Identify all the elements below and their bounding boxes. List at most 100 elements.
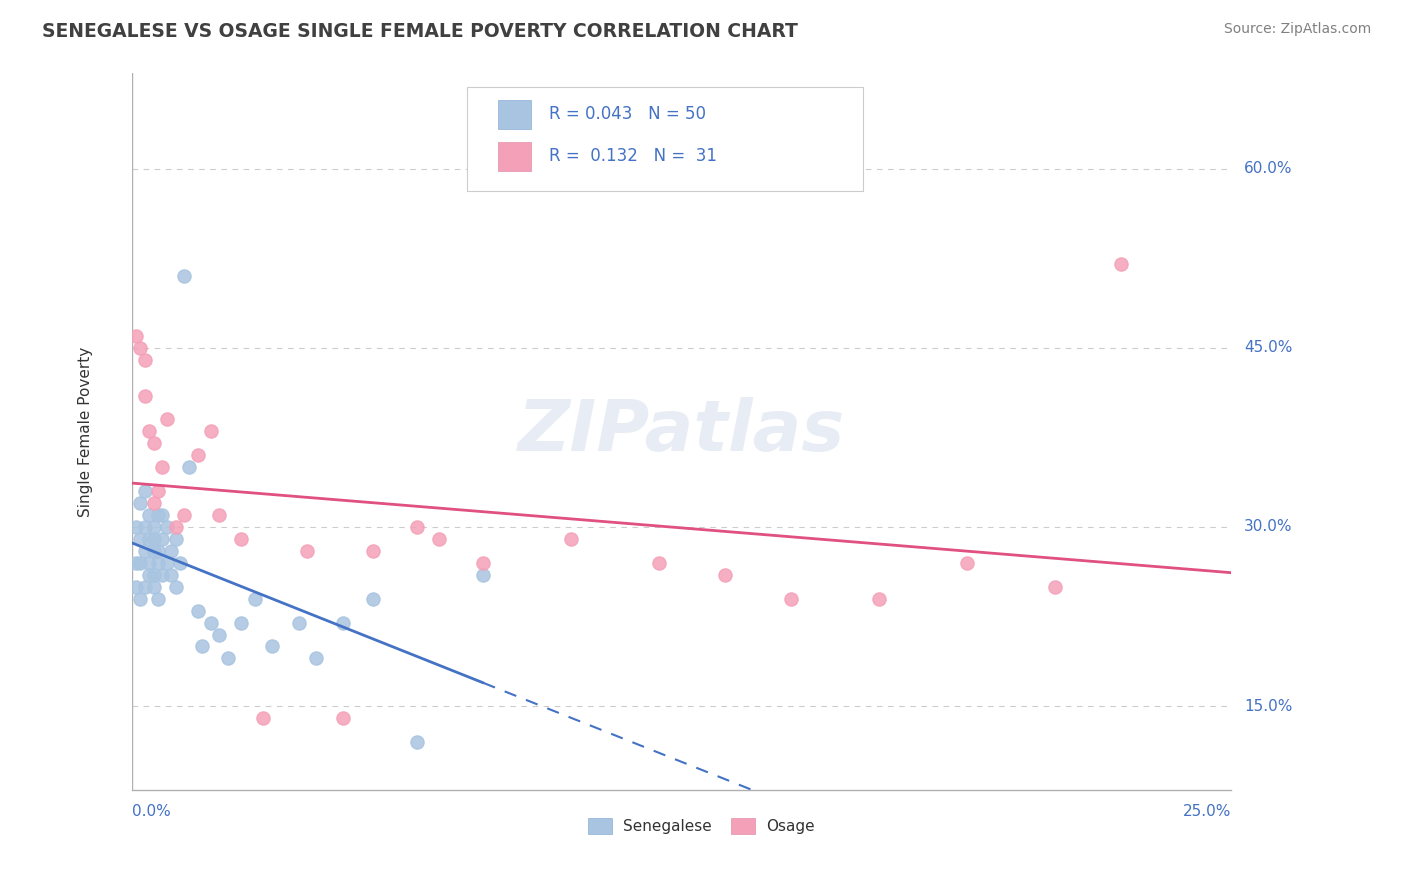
Point <box>156 520 179 534</box>
Point <box>125 520 148 534</box>
Point <box>138 425 160 439</box>
Point <box>406 735 429 749</box>
Point <box>252 711 274 725</box>
Point <box>129 591 152 606</box>
Point <box>150 460 173 475</box>
Point <box>208 627 231 641</box>
Point <box>142 436 165 450</box>
Point <box>560 532 582 546</box>
Point <box>332 711 354 725</box>
Point <box>200 615 222 630</box>
Point <box>134 484 156 499</box>
Point <box>156 556 179 570</box>
Point <box>429 532 451 546</box>
Point <box>165 532 187 546</box>
Text: 25.0%: 25.0% <box>1182 805 1232 819</box>
FancyBboxPatch shape <box>467 87 863 191</box>
Point <box>169 556 191 570</box>
Point <box>146 556 169 570</box>
Point <box>146 544 169 558</box>
Point <box>297 544 319 558</box>
Point <box>138 567 160 582</box>
Point <box>129 341 152 355</box>
FancyBboxPatch shape <box>731 819 755 834</box>
Point <box>142 496 165 510</box>
Text: SENEGALESE VS OSAGE SINGLE FEMALE POVERTY CORRELATION CHART: SENEGALESE VS OSAGE SINGLE FEMALE POVERT… <box>42 22 799 41</box>
FancyBboxPatch shape <box>498 100 530 128</box>
Point <box>1043 580 1066 594</box>
Point <box>305 651 328 665</box>
Point <box>208 508 231 522</box>
Text: R = 0.043   N = 50: R = 0.043 N = 50 <box>550 105 706 123</box>
Point <box>363 591 385 606</box>
Point <box>129 556 152 570</box>
FancyBboxPatch shape <box>498 142 530 170</box>
Point <box>217 651 239 665</box>
Point <box>160 567 183 582</box>
Point <box>186 604 208 618</box>
Point <box>472 567 495 582</box>
Text: 30.0%: 30.0% <box>1244 519 1292 534</box>
Point <box>125 328 148 343</box>
Point <box>165 520 187 534</box>
Point <box>142 520 165 534</box>
Point <box>868 591 890 606</box>
Point <box>125 556 148 570</box>
Point <box>714 567 737 582</box>
Text: R =  0.132   N =  31: R = 0.132 N = 31 <box>550 147 717 165</box>
Point <box>173 269 195 284</box>
Point <box>156 412 179 426</box>
Point <box>200 425 222 439</box>
Point <box>142 544 165 558</box>
Point <box>134 352 156 367</box>
Point <box>243 591 266 606</box>
FancyBboxPatch shape <box>588 819 612 834</box>
Point <box>134 544 156 558</box>
Point <box>780 591 803 606</box>
Point <box>142 580 165 594</box>
Text: Single Female Poverty: Single Female Poverty <box>77 346 93 516</box>
Point <box>231 615 253 630</box>
Point <box>150 532 173 546</box>
Point <box>191 640 214 654</box>
Point <box>1109 257 1132 271</box>
Point <box>173 508 195 522</box>
Text: 15.0%: 15.0% <box>1244 698 1292 714</box>
Point <box>648 556 671 570</box>
Text: 60.0%: 60.0% <box>1244 161 1292 176</box>
Point <box>125 580 148 594</box>
Point <box>142 532 165 546</box>
Text: ZIPatlas: ZIPatlas <box>517 397 845 466</box>
Point <box>186 448 208 462</box>
Point <box>363 544 385 558</box>
Point <box>134 580 156 594</box>
Text: Senegalese: Senegalese <box>623 819 711 834</box>
Point <box>146 484 169 499</box>
Point <box>177 460 200 475</box>
Point <box>150 508 173 522</box>
Point <box>138 532 160 546</box>
Point <box>406 520 429 534</box>
Point <box>231 532 253 546</box>
Point <box>138 556 160 570</box>
Point <box>472 556 495 570</box>
Point <box>129 496 152 510</box>
Text: 45.0%: 45.0% <box>1244 340 1292 355</box>
Text: 0.0%: 0.0% <box>132 805 170 819</box>
Point <box>287 615 309 630</box>
Text: Osage: Osage <box>766 819 814 834</box>
Point <box>134 520 156 534</box>
Point <box>138 508 160 522</box>
Point <box>956 556 979 570</box>
Point <box>129 532 152 546</box>
Point <box>262 640 284 654</box>
Point <box>332 615 354 630</box>
Point <box>134 388 156 402</box>
Point <box>146 591 169 606</box>
Text: Source: ZipAtlas.com: Source: ZipAtlas.com <box>1223 22 1371 37</box>
Point <box>165 580 187 594</box>
Point <box>160 544 183 558</box>
Point <box>146 508 169 522</box>
Point <box>142 567 165 582</box>
Point <box>150 567 173 582</box>
